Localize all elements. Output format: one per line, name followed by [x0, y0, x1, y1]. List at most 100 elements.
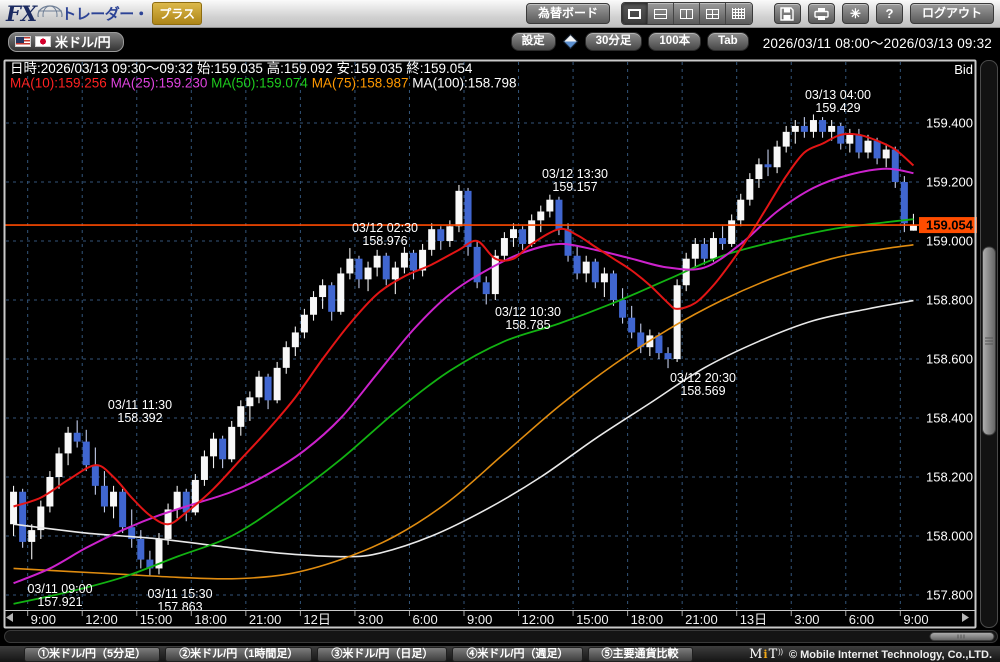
candle [500, 232, 508, 262]
print-button[interactable] [807, 3, 835, 24]
candle-body-down [564, 229, 572, 256]
candle [91, 447, 99, 495]
price-tick-label: 159.200 [926, 175, 973, 190]
settings-button[interactable]: ✳ [841, 3, 869, 24]
layout-grid16-button[interactable] [725, 3, 752, 24]
candle [637, 323, 645, 354]
candle [382, 252, 390, 286]
candle-style-icon[interactable] [562, 33, 578, 50]
preset-tab-5[interactable]: ⑤主要通貨比較 [587, 646, 693, 662]
preset-tab-1[interactable]: ①米ドル/円（5分足） [24, 646, 161, 662]
chart-border [3, 59, 977, 629]
kawase-board-button[interactable]: 為替ボード [525, 3, 610, 24]
candle-body-down [855, 134, 863, 153]
candle [909, 213, 917, 231]
candle-body-down [573, 255, 581, 274]
candle [82, 429, 90, 472]
time-tick-label: 21:00 [249, 612, 282, 627]
candle-body-up [291, 332, 299, 348]
candle [882, 143, 890, 168]
candle-body-down [619, 300, 627, 318]
price-tick-label: 158.000 [926, 529, 973, 544]
candle [400, 246, 408, 274]
candle [191, 474, 199, 516]
candle [791, 120, 799, 144]
candle [891, 146, 899, 188]
copyright-text: © Mobile Internet Technology, Co.,LTD. [788, 648, 992, 661]
logo-plus-badge: プラス [152, 2, 202, 25]
price-tick-label: 158.200 [926, 470, 973, 485]
candle [800, 117, 808, 138]
help-button[interactable]: ? [875, 3, 903, 24]
candle [809, 114, 817, 138]
candle-body-up [755, 164, 763, 180]
candle-body-down [128, 527, 136, 539]
candle-body-up [528, 220, 536, 244]
candle-body-up [237, 406, 245, 427]
horizontal-scrollbar-thumb[interactable] [929, 632, 995, 641]
candle [691, 238, 699, 268]
candle-body-down [182, 491, 190, 513]
bar-count-button[interactable]: 100本 [648, 32, 702, 51]
layout-rows-button[interactable] [647, 3, 674, 24]
candle-body-down [873, 140, 881, 159]
candle-body-up [364, 267, 372, 280]
layout-single-button[interactable] [621, 3, 648, 24]
candle [546, 194, 554, 218]
candle-body-up [709, 238, 717, 259]
candle [10, 485, 18, 536]
timeframe-button[interactable]: 30分足 [584, 32, 643, 51]
candle-body-up [846, 134, 854, 144]
annotation-date: 03/12 13:30 [542, 167, 608, 181]
candle-body-down [637, 332, 645, 348]
candle-body-down [473, 246, 481, 283]
candle [246, 391, 254, 421]
candle-body-down [891, 149, 899, 182]
annotation-date: 03/11 15:30 [147, 587, 212, 601]
tab-button[interactable]: Tab [707, 32, 749, 51]
scroll-left-arrow[interactable] [6, 613, 13, 622]
candle [519, 226, 527, 250]
candle-body-up [419, 249, 427, 271]
candle-body-up [110, 491, 118, 507]
candle [100, 471, 108, 513]
current-price-box [919, 217, 977, 234]
candle [137, 530, 145, 569]
annotation-date: 03/12 20:30 [670, 371, 736, 385]
candle-body-up [64, 432, 72, 454]
layout-grid16-icon [732, 8, 746, 19]
save-button[interactable] [773, 3, 801, 24]
candle [337, 267, 345, 315]
preset-tab-4[interactable]: ④米ドル/円（週足） [452, 646, 583, 662]
candle [628, 305, 636, 339]
candle [600, 267, 608, 298]
candle-body-up [491, 255, 499, 295]
scroll-right-arrow[interactable] [962, 613, 969, 622]
instrument-selector[interactable]: 米ドル/円 [8, 31, 124, 52]
logout-button[interactable]: ログアウト [909, 3, 994, 24]
candle [619, 288, 627, 324]
candle [528, 214, 536, 247]
chart-settings-button[interactable]: 設定 [510, 32, 556, 51]
candle-body-down [355, 258, 363, 280]
candle-body-up [509, 229, 517, 239]
toolbar-buttons: 為替ボード [525, 2, 994, 25]
layout-grid4-button[interactable] [699, 3, 726, 24]
candle [573, 246, 581, 280]
candle-body-down [764, 164, 772, 168]
layout-single-icon [627, 8, 641, 19]
preset-tab-3[interactable]: ③米ドル/円（日足） [317, 646, 448, 662]
candle-body-up [746, 179, 754, 200]
horizontal-scrollbar-track[interactable] [4, 630, 998, 643]
annotation-price: 158.392 [117, 411, 162, 425]
preset-tab-2[interactable]: ②米ドル/円（1時間足） [165, 646, 313, 662]
candle-body-up [28, 530, 36, 542]
candle-body-down [91, 465, 99, 486]
candle [764, 149, 772, 177]
instrument-bar: 米ドル/円 設定 30分足 100本 Tab 2026/03/11 08:00〜… [0, 28, 1000, 55]
layout-columns-button[interactable] [673, 3, 700, 24]
